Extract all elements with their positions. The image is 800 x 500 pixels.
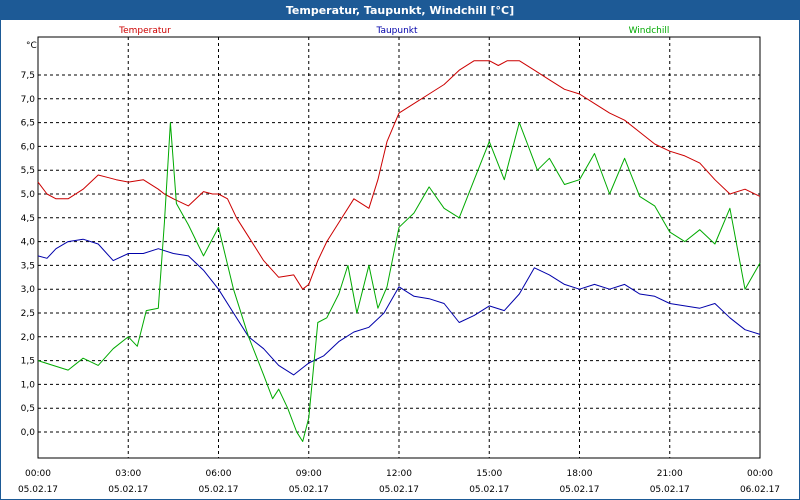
y-tick-label: 2,0 — [21, 333, 36, 343]
series-line-temperatur — [37, 60, 761, 290]
y-tick-label: 6,0 — [21, 142, 36, 152]
y-tick-label: 4,0 — [21, 238, 36, 248]
y-tick-label: 1,5 — [21, 357, 35, 367]
y-tick-label: 3,5 — [21, 261, 35, 271]
x-tick-date: 05.02.17 — [18, 485, 58, 495]
y-tick-label: 6,5 — [21, 119, 35, 129]
x-tick-time: 06:00 — [206, 469, 232, 479]
legend-taupunkt: Taupunkt — [375, 26, 418, 36]
x-tick-date: 05.02.17 — [289, 485, 329, 495]
x-tick-date: 05.02.17 — [559, 485, 599, 495]
chart-title: Temperatur, Taupunkt, Windchill [°C] — [1, 1, 799, 20]
y-tick-label: 5,0 — [21, 190, 36, 200]
x-tick-date: 05.02.17 — [469, 485, 509, 495]
x-tick-time: 09:00 — [296, 469, 322, 479]
y-tick-label: 5,5 — [21, 166, 35, 176]
series-line-taupunkt — [37, 238, 761, 376]
legend-temperatur: Temperatur — [118, 26, 171, 36]
x-tick-date: 05.02.17 — [379, 485, 419, 495]
x-tick-time: 21:00 — [657, 469, 683, 479]
y-tick-label: 2,5 — [21, 309, 35, 319]
y-tick-label: 0,0 — [21, 428, 36, 438]
x-tick-time: 00:00 — [747, 469, 773, 479]
series-lines — [37, 60, 761, 442]
y-tick-label: 4,5 — [21, 214, 35, 224]
x-tick-time: 18:00 — [567, 469, 593, 479]
series-line-windchill — [37, 122, 761, 442]
x-tick-date: 05.02.17 — [650, 485, 690, 495]
x-tick-date: 06.02.17 — [740, 485, 780, 495]
x-axis-ticks: 00:00 05.02.17 03:00 05.02.17 06:00 05.02.17 0… — [18, 469, 780, 495]
y-axis-ticks: 0,0 0,5 1,0 1,5 2,0 2,5 3,0 3,5 4,0 4,5 5,0 5,5 6,0 6… — [21, 71, 36, 438]
x-tick-time: 12:00 — [386, 469, 412, 479]
y-tick-label: 1,0 — [21, 380, 36, 390]
y-tick-label: 7,0 — [21, 95, 36, 105]
x-tick-time: 03:00 — [115, 469, 141, 479]
x-tick-date: 05.02.17 — [198, 485, 238, 495]
x-tick-time: 15:00 — [476, 469, 502, 479]
y-tick-label: 3,0 — [21, 285, 36, 295]
x-tick-time: 00:00 — [25, 469, 51, 479]
y-tick-label: 0,5 — [21, 404, 35, 414]
legend-windchill: Windchill — [629, 26, 670, 36]
grid — [38, 37, 760, 458]
y-tick-label: 7,5 — [21, 71, 35, 81]
y-axis-label: °C — [26, 41, 37, 51]
x-tick-date: 05.02.17 — [108, 485, 148, 495]
